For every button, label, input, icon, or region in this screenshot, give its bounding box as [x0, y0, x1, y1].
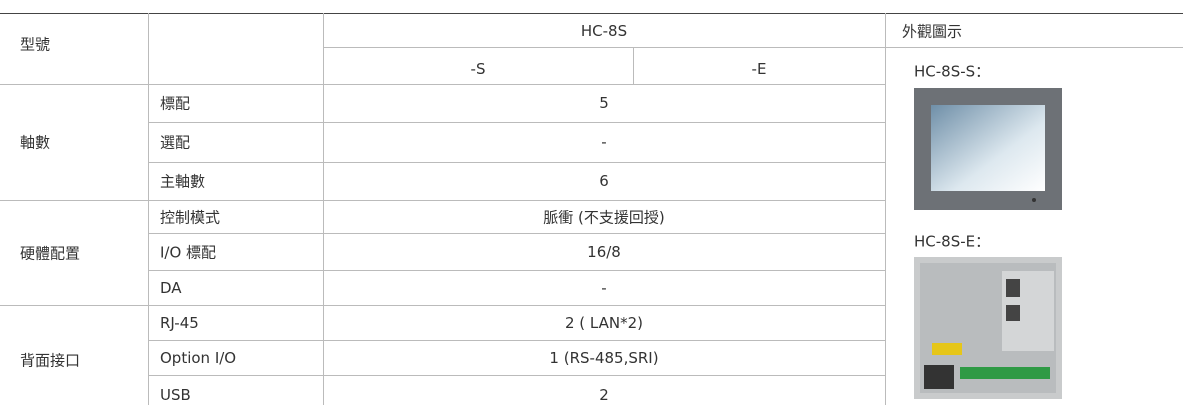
- rule: [148, 13, 149, 405]
- rule: [148, 270, 885, 271]
- header-cell: -E: [751, 60, 767, 78]
- cell-value: 1 (RS-485,SRI): [549, 348, 659, 367]
- rule: [0, 200, 885, 201]
- row-label: RJ-45: [160, 313, 199, 332]
- rule: [885, 13, 886, 405]
- cell-value: 脈衝 (不支援回授): [543, 208, 665, 226]
- group-label: 背面接口: [20, 351, 81, 370]
- product-image-s: [914, 88, 1062, 210]
- group-label: 硬體配置: [20, 244, 81, 262]
- row-label: 選配: [160, 133, 191, 152]
- rule: [0, 13, 1183, 14]
- rule: [885, 47, 1183, 48]
- rule: [0, 305, 885, 306]
- rule: [323, 13, 324, 405]
- rule: [148, 233, 885, 234]
- row-label: I/O 標配: [160, 243, 217, 261]
- row-label: Option I/O: [160, 348, 237, 367]
- group-label: 軸數: [20, 133, 51, 152]
- header-cell: HC-8S: [580, 22, 628, 40]
- cell-value: -: [601, 133, 607, 151]
- rule: [148, 340, 885, 341]
- cell-value: 2: [599, 386, 609, 404]
- row-label: 主軸數: [160, 172, 206, 191]
- cell-value: 2 ( LAN*2): [564, 313, 644, 332]
- row-label: USB: [160, 386, 191, 404]
- row-label: DA: [160, 278, 182, 297]
- header-cell: 型號: [20, 35, 51, 54]
- row-label: 控制模式: [160, 208, 221, 226]
- rule: [148, 375, 885, 376]
- cell-value: 6: [599, 172, 609, 190]
- rule: [148, 162, 885, 163]
- cell-value: -: [601, 278, 607, 297]
- image-label: HC-8S-E：: [914, 232, 991, 251]
- header-cell: -S: [470, 60, 486, 78]
- rule: [323, 47, 1183, 48]
- cell-value: 5: [599, 94, 609, 112]
- product-image-e: [914, 257, 1062, 399]
- rule: [633, 47, 634, 84]
- image-label: HC-8S-S：: [914, 62, 991, 81]
- header-cell: 外觀圖示: [902, 22, 963, 41]
- rule: [0, 84, 885, 85]
- cell-value: 16/8: [587, 242, 621, 261]
- row-label: 標配: [160, 94, 191, 113]
- rule: [148, 122, 885, 123]
